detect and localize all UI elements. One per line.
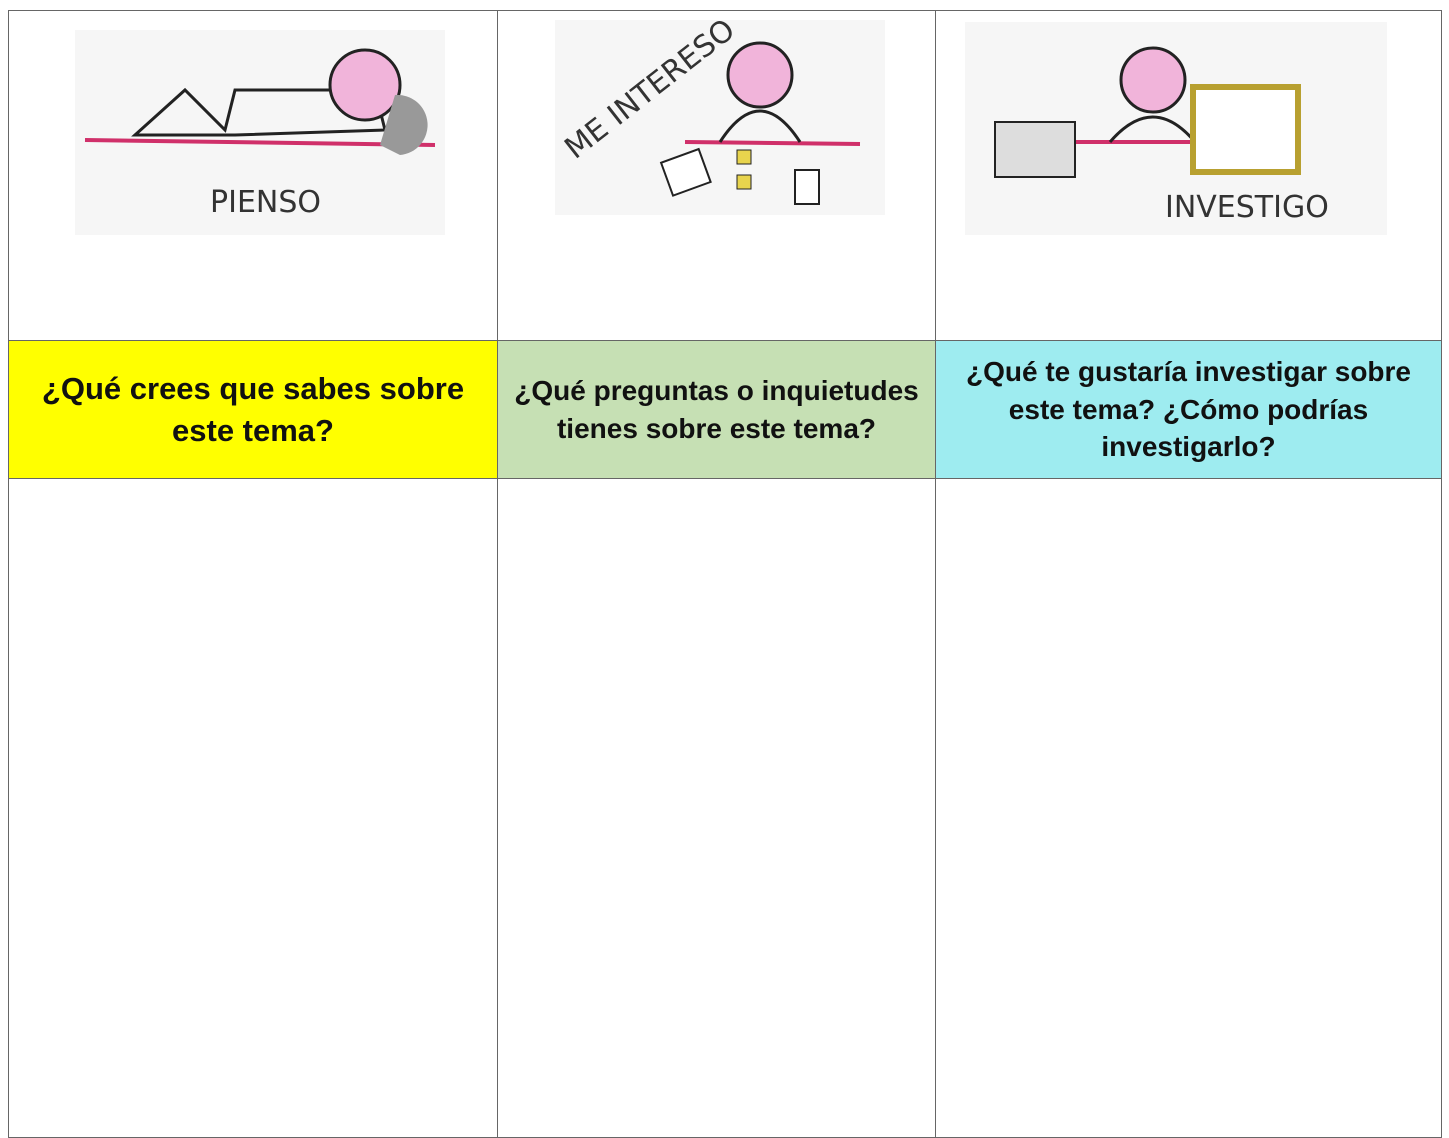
body — [1108, 115, 1197, 143]
badge — [794, 169, 820, 205]
illustration-research: INVESTIGO — [965, 22, 1387, 235]
body — [718, 109, 802, 143]
answer-cell — [8, 478, 498, 1138]
answer-cell — [497, 478, 936, 1138]
books — [994, 121, 1076, 178]
question-header: ¿Qué preguntas o inquietudes tienes sobr… — [497, 340, 936, 479]
question-header: ¿Qué te gustaría investigar sobre este t… — [935, 340, 1442, 479]
monitor — [1190, 84, 1301, 175]
note — [736, 174, 752, 190]
question-header: ¿Qué crees que sabes sobre este tema? — [8, 340, 498, 479]
head — [726, 41, 794, 109]
image-label: INVESTIGO — [1165, 190, 1329, 225]
head — [1119, 46, 1187, 114]
illustration-think: PIENSO — [75, 30, 445, 235]
paper — [659, 147, 712, 197]
head — [328, 48, 402, 122]
body — [131, 87, 387, 137]
pillow — [380, 94, 428, 155]
desk — [684, 140, 861, 146]
image-bg — [555, 20, 885, 215]
floor — [84, 138, 436, 147]
illustration-interest: ME INTERESO — [555, 20, 885, 215]
note — [736, 149, 752, 165]
answer-cell — [935, 478, 1442, 1138]
image-label: PIENSO — [210, 185, 321, 220]
